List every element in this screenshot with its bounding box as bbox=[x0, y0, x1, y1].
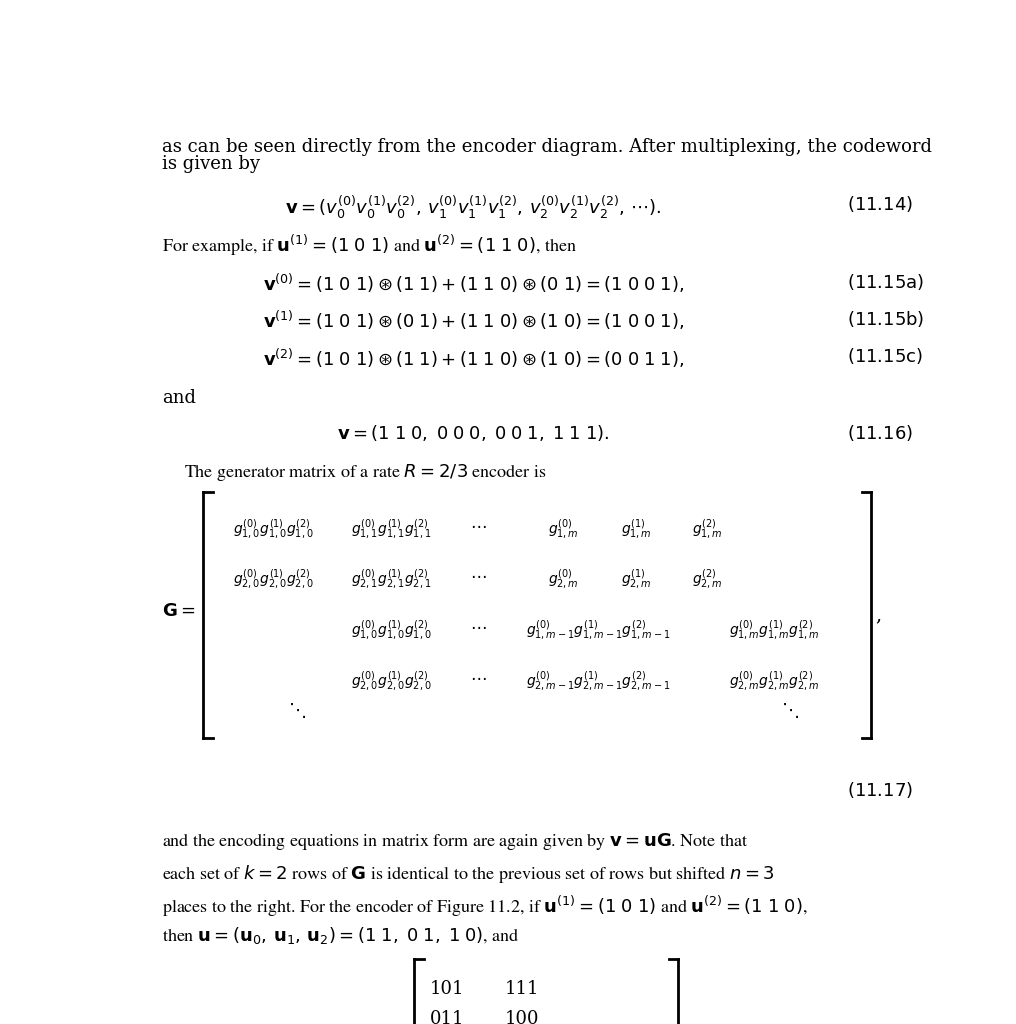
Text: $\mathbf{v}^{(2)} = (1\;0\;1) \circledast (1\;1) + (1\;1\;0) \circledast (1\;0) : $\mathbf{v}^{(2)} = (1\;0\;1) \circledas… bbox=[263, 346, 684, 370]
Text: $g_{2,m}^{(2)}$: $g_{2,m}^{(2)}$ bbox=[692, 568, 723, 592]
Text: $\cdots$: $\cdots$ bbox=[469, 620, 486, 635]
Text: $g_{1,m}^{(2)}$: $g_{1,m}^{(2)}$ bbox=[692, 517, 723, 541]
Text: $\mathbf{v}^{(1)} = (1\;0\;1) \circledast (0\;1) + (1\;1\;0) \circledast (1\;0) : $\mathbf{v}^{(1)} = (1\;0\;1) \circledas… bbox=[263, 309, 684, 332]
Text: each set of $k = 2$ rows of $\mathbf{G}$ is identical to the previous set of row: each set of $k = 2$ rows of $\mathbf{G}$… bbox=[162, 862, 774, 885]
Text: and: and bbox=[162, 389, 196, 407]
Text: For example, if $\mathbf{u}^{(1)} = (1\;0\;1)$ and $\mathbf{u}^{(2)} = (1\;1\;0): For example, if $\mathbf{u}^{(1)} = (1\;… bbox=[162, 232, 576, 258]
Text: $\ddots$: $\ddots$ bbox=[289, 700, 307, 720]
Text: $\cdots$: $\cdots$ bbox=[469, 670, 486, 686]
Text: $(11.15\mathrm{c})$: $(11.15\mathrm{c})$ bbox=[847, 346, 924, 367]
Text: $g_{2,m}^{(1)}$: $g_{2,m}^{(1)}$ bbox=[622, 568, 652, 592]
Text: 111: 111 bbox=[505, 980, 539, 998]
Text: $\mathbf{v} = (1\;1\;0,\;0\;0\;0,\;0\;0\;1,\;1\;1\;1).$: $\mathbf{v} = (1\;1\;0,\;0\;0\;0,\;0\;0\… bbox=[337, 423, 610, 442]
Text: ,: , bbox=[875, 606, 881, 624]
Text: 101: 101 bbox=[430, 980, 464, 998]
Text: $g_{2,0}^{(0)}g_{2,0}^{(1)}g_{2,0}^{(2)}$: $g_{2,0}^{(0)}g_{2,0}^{(1)}g_{2,0}^{(2)}… bbox=[234, 568, 314, 592]
Text: $(11.16)$: $(11.16)$ bbox=[847, 423, 913, 442]
Text: is given by: is given by bbox=[162, 155, 260, 173]
Text: $g_{2,0}^{(0)}g_{2,0}^{(1)}g_{2,0}^{(2)}$: $g_{2,0}^{(0)}g_{2,0}^{(1)}g_{2,0}^{(2)}… bbox=[352, 670, 432, 693]
Text: $g_{1,0}^{(0)}g_{1,0}^{(1)}g_{1,0}^{(2)}$: $g_{1,0}^{(0)}g_{1,0}^{(1)}g_{1,0}^{(2)}… bbox=[234, 517, 314, 541]
Text: 011: 011 bbox=[430, 1011, 464, 1024]
Text: $g_{1,m}^{(0)}$: $g_{1,m}^{(0)}$ bbox=[549, 517, 579, 541]
Text: $(11.15\mathrm{b})$: $(11.15\mathrm{b})$ bbox=[847, 309, 925, 329]
Text: $g_{1,1}^{(0)}g_{1,1}^{(1)}g_{1,1}^{(2)}$: $g_{1,1}^{(0)}g_{1,1}^{(1)}g_{1,1}^{(2)}… bbox=[352, 517, 432, 541]
Text: $\mathbf{G} = $: $\mathbf{G} = $ bbox=[162, 603, 195, 621]
Text: $g_{2,1}^{(0)}g_{2,1}^{(1)}g_{2,1}^{(2)}$: $g_{2,1}^{(0)}g_{2,1}^{(1)}g_{2,1}^{(2)}… bbox=[352, 568, 432, 592]
Text: $(11.17)$: $(11.17)$ bbox=[847, 780, 913, 801]
Text: and the encoding equations in matrix form are again given by $\mathbf{v} = \math: and the encoding equations in matrix for… bbox=[162, 831, 748, 852]
Text: $\cdots$: $\cdots$ bbox=[469, 517, 486, 534]
Text: $g_{1,0}^{(0)}g_{1,0}^{(1)}g_{1,0}^{(2)}$: $g_{1,0}^{(0)}g_{1,0}^{(1)}g_{1,0}^{(2)}… bbox=[352, 620, 432, 642]
Text: $\ddots$: $\ddots$ bbox=[780, 700, 799, 720]
Text: $\mathbf{v}^{(0)} = (1\;0\;1) \circledast (1\;1) + (1\;1\;0) \circledast (0\;1) : $\mathbf{v}^{(0)} = (1\;0\;1) \circledas… bbox=[263, 271, 684, 295]
Text: $g_{1,m}^{(1)}$: $g_{1,m}^{(1)}$ bbox=[622, 517, 652, 541]
Text: The generator matrix of a rate $R = 2/3$ encoder is: The generator matrix of a rate $R = 2/3$… bbox=[185, 462, 548, 482]
Text: as can be seen directly from the encoder diagram. After multiplexing, the codewo: as can be seen directly from the encoder… bbox=[162, 138, 932, 156]
Text: places to the right. For the encoder of Figure 11.2, if $\mathbf{u}^{(1)} = (1\;: places to the right. For the encoder of … bbox=[162, 894, 808, 920]
Text: $(11.15\mathrm{a})$: $(11.15\mathrm{a})$ bbox=[847, 271, 925, 292]
Text: $g_{2,m}^{(0)}$: $g_{2,m}^{(0)}$ bbox=[549, 568, 579, 592]
Text: $g_{1,m}^{(0)}g_{1,m}^{(1)}g_{1,m}^{(2)}$: $g_{1,m}^{(0)}g_{1,m}^{(1)}g_{1,m}^{(2)}… bbox=[728, 620, 819, 642]
Text: $g_{2,m}^{(0)}g_{2,m}^{(1)}g_{2,m}^{(2)}$: $g_{2,m}^{(0)}g_{2,m}^{(1)}g_{2,m}^{(2)}… bbox=[728, 670, 819, 693]
Text: $\cdots$: $\cdots$ bbox=[469, 568, 486, 585]
Text: $g_{2,m-1}^{(0)}g_{2,m-1}^{(1)}g_{2,m-1}^{(2)}$: $g_{2,m-1}^{(0)}g_{2,m-1}^{(1)}g_{2,m-1}… bbox=[526, 670, 671, 693]
Text: $(11.14)$: $(11.14)$ bbox=[847, 194, 913, 214]
Text: then $\mathbf{u} = (\mathbf{u}_0,\, \mathbf{u}_1,\, \mathbf{u}_2) = (1\;1,\;0\;1: then $\mathbf{u} = (\mathbf{u}_0,\, \mat… bbox=[162, 926, 519, 946]
Text: $\mathbf{v} = (v_0^{(0)}v_0^{(1)}v_0^{(2)},\, v_1^{(0)}v_1^{(1)}v_1^{(2)},\, v_2: $\mathbf{v} = (v_0^{(0)}v_0^{(1)}v_0^{(2… bbox=[285, 194, 661, 221]
Text: $g_{1,m-1}^{(0)}g_{1,m-1}^{(1)}g_{1,m-1}^{(2)}$: $g_{1,m-1}^{(0)}g_{1,m-1}^{(1)}g_{1,m-1}… bbox=[526, 620, 671, 642]
Text: 100: 100 bbox=[505, 1011, 539, 1024]
